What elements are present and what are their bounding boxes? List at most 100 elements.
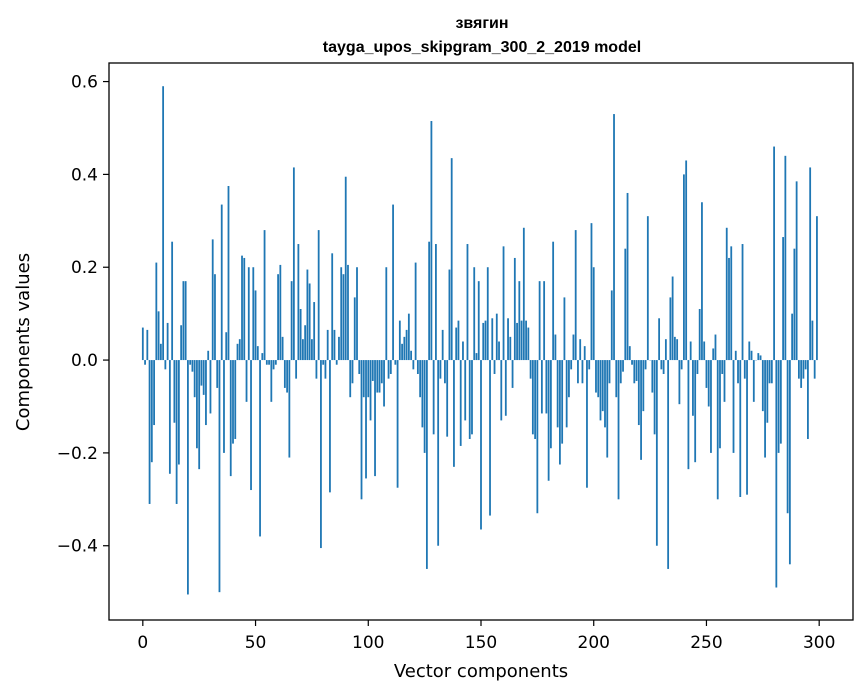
bar-63: [283, 360, 286, 388]
bar-73: [306, 269, 309, 361]
bar-159: [500, 360, 503, 421]
bar-58: [272, 360, 275, 370]
chart-subtitle: tayga_upos_skipgram_300_2_2019 model: [323, 39, 641, 56]
bar-100: [367, 360, 370, 398]
bar-16: [177, 360, 180, 465]
bar-298: [813, 360, 816, 379]
bar-270: [750, 350, 753, 361]
bar-220: [637, 360, 640, 426]
bar-115: [401, 343, 403, 361]
bar-126: [425, 360, 428, 569]
x-axis-ticks: 0 50 100 150 200 250 300: [137, 620, 835, 653]
bar-36: [223, 360, 225, 453]
bar-81: [324, 360, 327, 379]
bar-171: [527, 327, 530, 361]
bar-53: [261, 353, 264, 361]
bar-192: [574, 230, 577, 361]
bar-47: [247, 267, 250, 361]
bar-160: [502, 246, 505, 361]
bar-88: [340, 267, 343, 361]
bar-131: [437, 360, 440, 546]
bar-291: [797, 360, 800, 379]
bar-62: [281, 336, 284, 361]
bar-207: [608, 360, 611, 384]
bar-153: [486, 267, 489, 361]
bar-289: [793, 248, 796, 361]
bar-129: [432, 360, 435, 435]
bar-119: [410, 350, 413, 361]
bar-46: [245, 360, 248, 402]
bar-124: [421, 360, 424, 428]
bar-168: [520, 320, 523, 361]
bar-259: [725, 227, 728, 361]
bar-260: [728, 257, 730, 361]
bar-123: [419, 360, 422, 398]
x-tick-label: 200: [578, 633, 610, 653]
bar-296: [809, 167, 812, 361]
bar-230: [660, 360, 663, 370]
bar-254: [714, 334, 717, 361]
bar-87: [338, 336, 340, 361]
bars-group: [141, 86, 818, 595]
bar-21: [189, 360, 192, 365]
bar-299: [816, 216, 818, 361]
bar-51: [256, 346, 259, 361]
bar-22: [191, 360, 194, 372]
bar-247: [698, 309, 701, 361]
bar-118: [407, 313, 410, 361]
bar-9: [162, 86, 165, 361]
bar-256: [719, 360, 721, 449]
bar-44: [241, 255, 243, 361]
bar-151: [482, 322, 485, 361]
bar-39: [229, 360, 232, 477]
x-tick-label: 300: [803, 633, 835, 653]
bar-77: [315, 360, 318, 379]
bar-74: [308, 283, 311, 361]
bar-55: [265, 360, 268, 365]
bar-210: [615, 360, 618, 398]
bar-117: [405, 329, 408, 361]
bar-229: [658, 318, 661, 361]
bar-277: [766, 360, 769, 423]
bar-186: [561, 360, 564, 444]
bar-226: [651, 360, 654, 393]
bar-228: [655, 360, 658, 546]
bar-263: [734, 350, 737, 361]
bar-176: [538, 281, 541, 361]
bar-162: [507, 318, 509, 361]
bar-144: [466, 244, 469, 361]
bar-11: [166, 322, 169, 361]
bar-109: [387, 360, 390, 379]
bar-146: [471, 360, 473, 435]
bar-197: [586, 360, 588, 488]
x-tick-label: 150: [465, 633, 497, 653]
bar-19: [184, 281, 187, 361]
bar-164: [511, 360, 514, 388]
bar-84: [331, 253, 334, 361]
bar-189: [568, 360, 570, 398]
y-tick-label: −0.4: [57, 537, 98, 557]
bar-32: [214, 274, 216, 361]
bar-43: [238, 339, 241, 361]
x-axis-label: Vector components: [394, 661, 568, 682]
bar-268: [746, 360, 748, 495]
bar-223: [644, 360, 647, 370]
bar-181: [549, 360, 552, 449]
bar-66: [290, 281, 293, 361]
bar-57: [270, 360, 273, 402]
x-tick-label: 0: [137, 633, 148, 653]
bar-200: [592, 267, 595, 361]
bar-101: [369, 360, 372, 421]
bar-56: [268, 360, 270, 365]
bar-211: [617, 360, 620, 500]
bar-253: [712, 348, 715, 361]
bar-227: [653, 360, 656, 435]
bar-287: [788, 360, 791, 565]
bar-92: [349, 360, 352, 398]
bar-112: [394, 360, 397, 365]
bar-190: [570, 360, 573, 370]
bar-90: [344, 176, 347, 361]
bar-209: [613, 114, 615, 361]
bar-137: [450, 158, 453, 361]
bar-154: [489, 360, 491, 516]
